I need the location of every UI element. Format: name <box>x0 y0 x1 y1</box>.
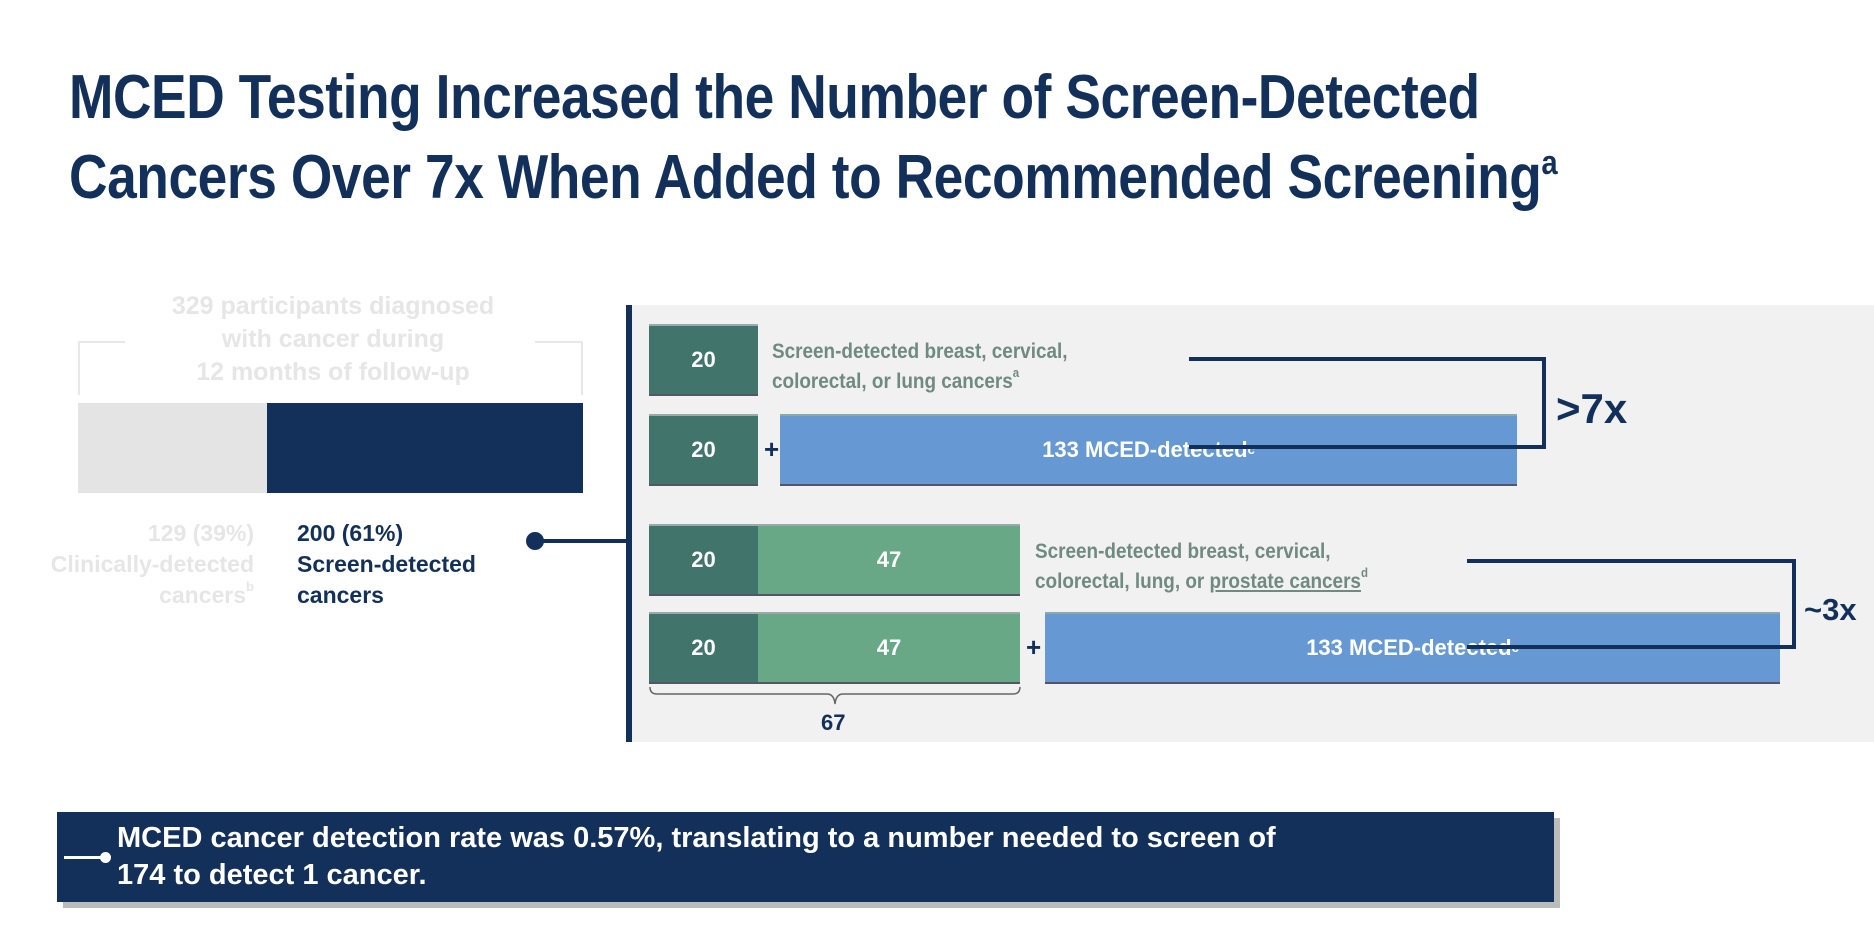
prostate-link[interactable]: prostate cancers <box>1209 569 1361 593</box>
row2-mced-bar: 133 MCED-detected c <box>780 414 1517 486</box>
row3-desc-line: colorectal, lung, or prostate cancersd <box>1035 566 1368 596</box>
bar-screen-detected <box>267 403 583 493</box>
row1-desc-line: Screen-detected breast, cervical, <box>772 339 1068 363</box>
pin-dot-icon <box>100 852 111 863</box>
title-line-2-text: Cancers Over 7x When Added to Recommende… <box>69 143 1542 212</box>
connector-dot <box>526 532 544 550</box>
summary-header: 329 participants diagnosed with cancer d… <box>98 290 568 389</box>
summary-header-line: with cancer during <box>221 325 445 353</box>
mced-label: 133 MCED-detected <box>1042 437 1248 462</box>
comparison-7x: >7x <box>1556 385 1628 432</box>
clinical-desc: Clinically-detected <box>50 551 254 577</box>
pin-line-icon <box>64 856 104 859</box>
footnote-a: a <box>1012 365 1020 380</box>
plus-icon: + <box>764 434 780 464</box>
row3-desc-line: Screen-detected breast, cervical, <box>1035 539 1331 563</box>
row1-desc-text: colorectal, or lung cancers <box>772 369 1013 393</box>
screen-desc-2: cancers <box>297 582 384 608</box>
screen-desc: Screen-detected <box>297 551 476 577</box>
bar-clinically-detected <box>78 403 267 493</box>
row1-description: Screen-detected breast, cervical, colore… <box>772 336 1068 396</box>
clinical-desc-2: cancersb <box>51 580 254 611</box>
clinical-desc-text: cancers <box>159 582 247 608</box>
brace-total: 67 <box>821 710 846 735</box>
row3-prostate-bar: 47 <box>758 524 1020 596</box>
comparison-3x: ~3x <box>1804 592 1857 627</box>
clinical-value: 129 (39%) <box>147 520 254 546</box>
title-footnote: a <box>1541 144 1558 182</box>
row3-screen-bar: 20 <box>649 524 758 596</box>
connector-line <box>535 539 628 543</box>
summary-header-line: 329 participants diagnosed <box>171 292 495 320</box>
row4-screen-bar: 20 <box>649 612 758 684</box>
curly-brace-icon <box>649 686 1021 705</box>
note-line: 174 to detect 1 cancer. <box>117 859 427 891</box>
row2-screen-bar: 20 <box>649 414 758 486</box>
title-line-1: MCED Testing Increased the Number of Scr… <box>69 63 1480 132</box>
row3-desc-text: colorectal, lung, or <box>1035 569 1210 593</box>
footnote-b: b <box>246 579 254 594</box>
row1-desc-line: colorectal, or lung cancersa <box>772 366 1068 396</box>
row3-description: Screen-detected breast, cervical, colore… <box>1035 536 1368 596</box>
row1-screen-bar: 20 <box>649 324 758 396</box>
plus-icon: + <box>1026 632 1042 662</box>
footnote-c: c <box>1247 442 1255 457</box>
comparison-bracket-3x <box>1467 559 1796 649</box>
bracket-gap <box>125 336 535 346</box>
summary-header-line: 12 months of follow-up <box>196 358 470 386</box>
comparison-bracket-7x <box>1189 357 1546 449</box>
clinically-detected-label: 129 (39%) Clinically-detected cancersb <box>51 518 254 611</box>
screen-detected-label: 200 (61%) Screen-detected cancers <box>297 518 476 611</box>
screen-value: 200 (61%) <box>297 520 404 546</box>
row4-prostate-bar: 47 <box>758 612 1020 684</box>
key-finding-callout: MCED cancer detection rate was 0.57%, tr… <box>57 812 1554 902</box>
panel-divider <box>626 305 632 742</box>
slide-title: MCED Testing Increased the Number of Scr… <box>69 58 1558 218</box>
footnote-d: d <box>1360 565 1368 580</box>
note-line: MCED cancer detection rate was 0.57%, tr… <box>117 822 1276 854</box>
title-line-2: Cancers Over 7x When Added to Recommende… <box>69 138 1558 218</box>
